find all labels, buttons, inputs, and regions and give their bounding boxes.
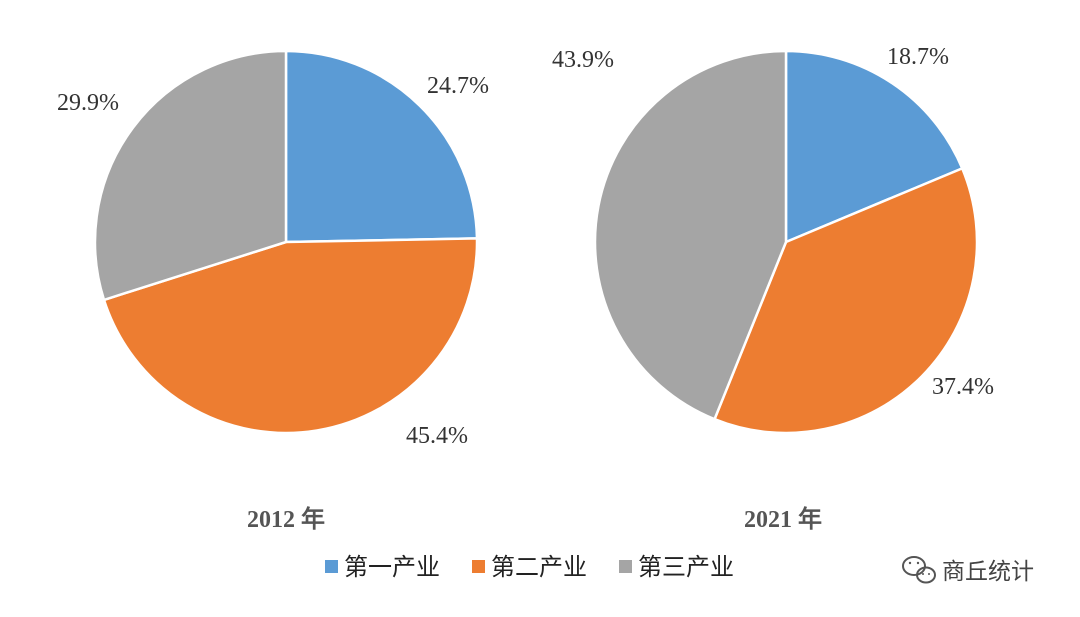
watermark: 商丘统计 <box>902 556 1034 585</box>
pie-title-2021: 2021 年 <box>744 505 822 533</box>
pie-charts: 24.7% 45.4% 29.9% 18.7% 37.4% 43.9% <box>57 44 994 449</box>
pie-2012: 24.7% 45.4% 29.9% <box>57 49 489 449</box>
legend-label-primary: 第一产业 <box>344 553 440 581</box>
legend: 第一产业 第二产业 第三产业 <box>325 553 734 581</box>
legend-item-tertiary: 第三产业 <box>619 553 734 581</box>
pie-2021-slice-secondary <box>713 167 979 435</box>
legend-swatch-primary <box>325 560 338 573</box>
legend-swatch-secondary <box>472 560 485 573</box>
pie-title-2012: 2012 年 <box>247 505 325 533</box>
pie-2021-slice-primary <box>784 49 964 244</box>
watermark-text: 商丘统计 <box>942 559 1034 585</box>
pie-2012-slice-primary <box>284 49 479 244</box>
legend-swatch-tertiary <box>619 560 632 573</box>
legend-item-secondary: 第二产业 <box>472 553 587 581</box>
legend-item-primary: 第一产业 <box>325 553 440 581</box>
wechat-icon <box>902 556 936 584</box>
pie-2021-slice-tertiary <box>593 49 788 421</box>
pie-2021-label-tertiary: 43.9% <box>552 47 614 73</box>
pie-2021-label-primary: 18.7% <box>887 44 949 70</box>
pie-2012-label-primary: 24.7% <box>427 73 489 99</box>
pie-2012-slice-secondary <box>102 237 479 435</box>
pie-2012-label-secondary: 45.4% <box>406 423 468 449</box>
pie-2021: 18.7% 37.4% 43.9% <box>552 44 994 435</box>
legend-label-secondary: 第二产业 <box>491 553 587 581</box>
pie-2021-label-secondary: 37.4% <box>932 374 994 400</box>
pie-2012-label-tertiary: 29.9% <box>57 90 119 116</box>
legend-label-tertiary: 第三产业 <box>638 553 734 581</box>
pie-2012-slice-tertiary <box>93 49 288 302</box>
